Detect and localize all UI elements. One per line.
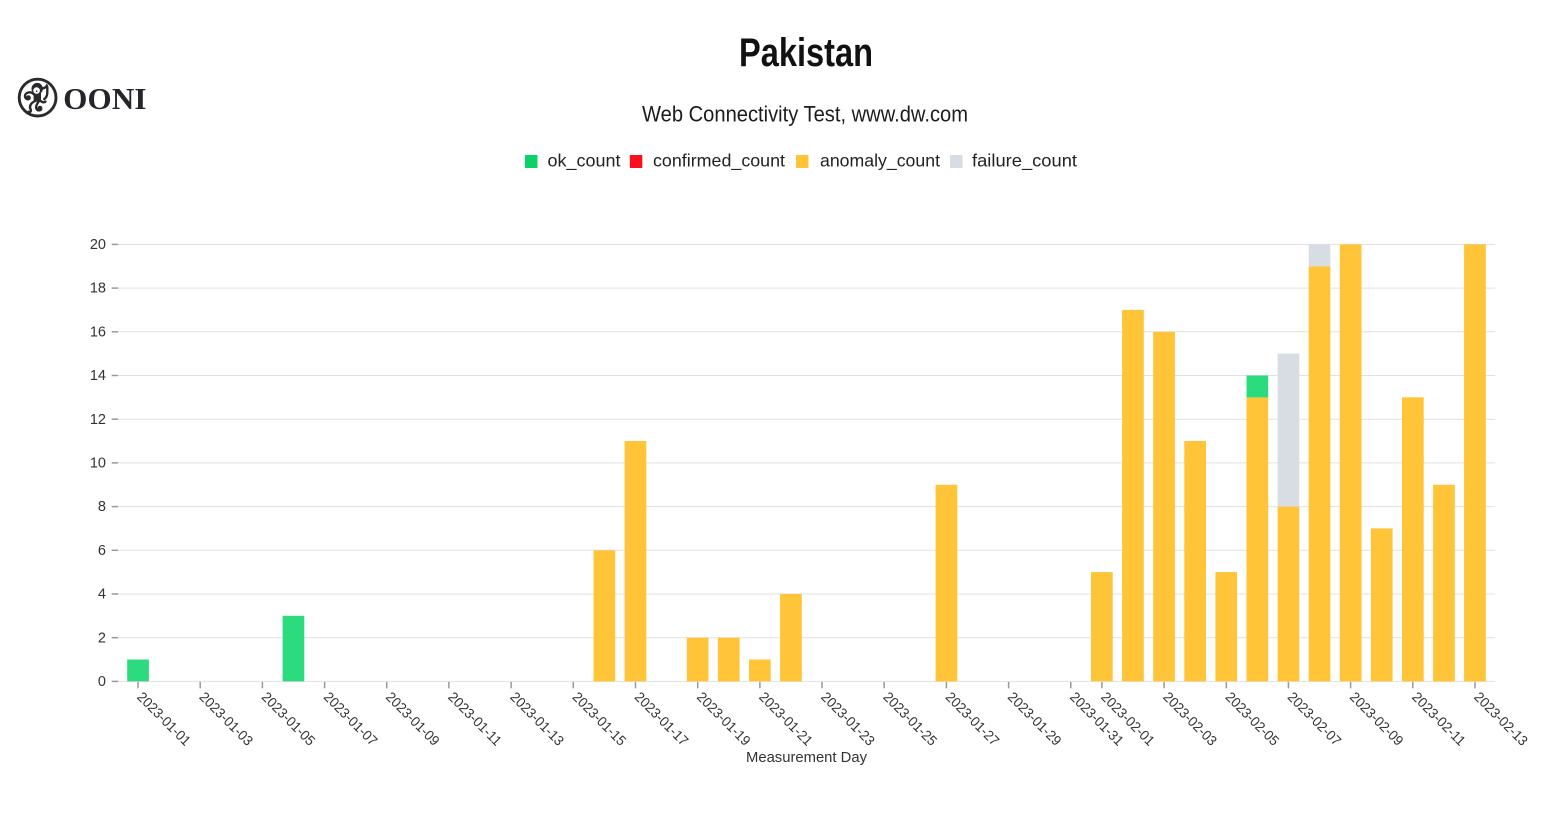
svg-text:failure_count: failure_count (972, 151, 1077, 172)
svg-text:10: 10 (90, 456, 106, 472)
svg-text:14: 14 (90, 368, 106, 384)
svg-text:Web Connectivity Test, www.dw.: Web Connectivity Test, www.dw.com (642, 102, 968, 127)
svg-text:2: 2 (98, 630, 106, 646)
svg-text:0: 0 (98, 674, 106, 690)
svg-text:12: 12 (90, 412, 106, 428)
svg-text:Pakistan: Pakistan (739, 31, 873, 75)
svg-text:Measurement Day: Measurement Day (746, 749, 867, 766)
svg-text:OONI: OONI (63, 81, 146, 116)
svg-text:16: 16 (90, 324, 106, 340)
svg-text:confirmed_count: confirmed_count (653, 151, 785, 172)
svg-text:anomaly_count: anomaly_count (820, 151, 940, 172)
svg-text:4: 4 (98, 587, 106, 603)
svg-text:ok_count: ok_count (548, 151, 621, 172)
svg-text:8: 8 (98, 499, 106, 515)
svg-text:6: 6 (98, 543, 106, 559)
svg-text:20: 20 (90, 237, 106, 253)
svg-text:18: 18 (90, 281, 106, 297)
